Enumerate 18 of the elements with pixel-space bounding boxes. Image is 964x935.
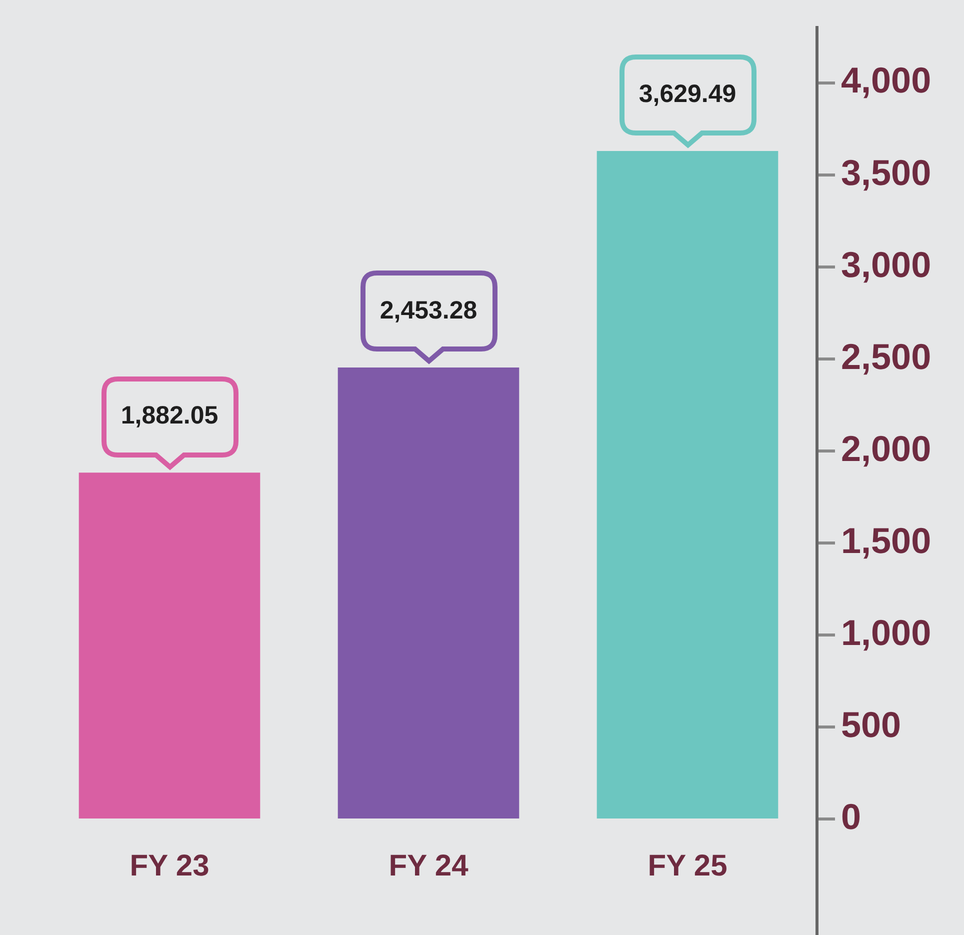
y-tick-label: 3,000 [841,244,932,285]
x-tick-label: FY 25 [648,849,728,882]
x-tick-label: FY 23 [130,849,210,882]
data-label: 3,629.49 [638,80,736,108]
y-tick-label: 2,500 [841,336,932,377]
bar [338,367,520,818]
data-label: 1,882.05 [120,402,218,430]
y-tick-label: 0 [841,796,862,837]
y-tick-label: 1,000 [841,612,932,653]
y-tick-label: 4,000 [841,60,932,101]
bar [78,472,260,818]
data-label: 2,453.28 [380,296,478,324]
y-tick-label: 2,000 [841,428,932,469]
y-tick-label: 3,500 [841,152,932,193]
x-tick-label: FY 24 [388,849,469,882]
bar [596,151,778,818]
y-tick-label: 500 [841,704,902,745]
y-tick-label: 1,500 [841,520,932,561]
